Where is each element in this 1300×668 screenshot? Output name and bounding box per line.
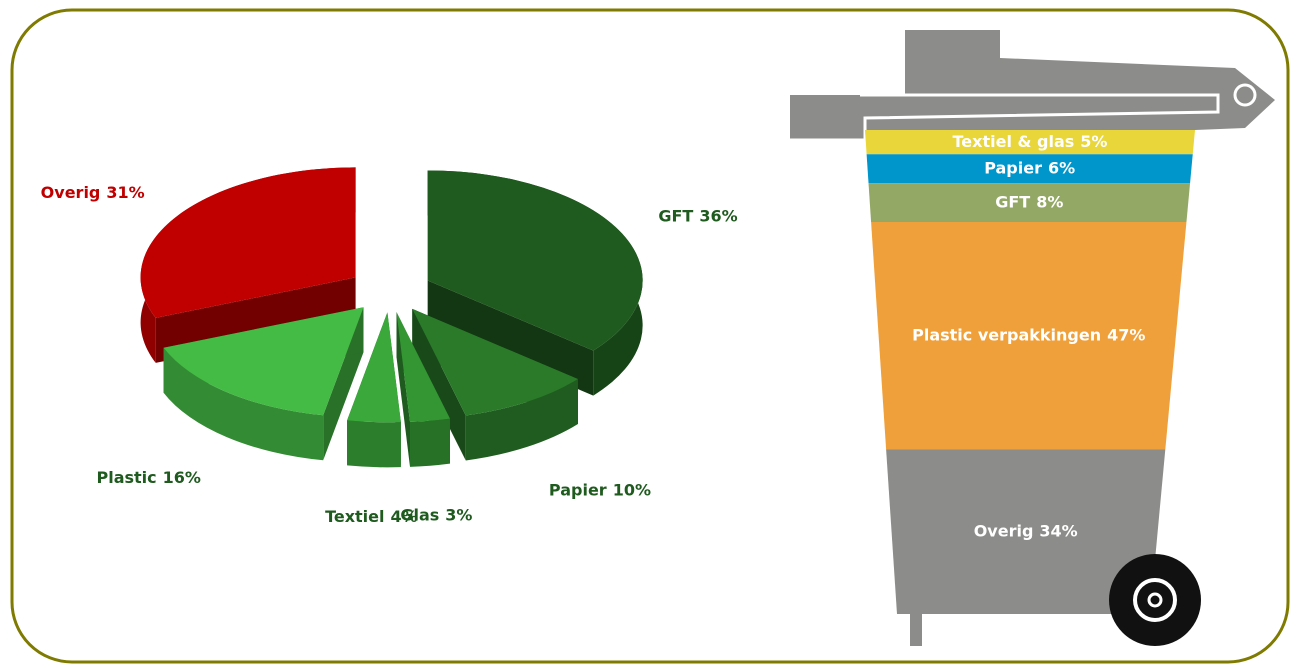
label-category: GFT	[658, 206, 693, 225]
bin-segment	[886, 449, 1166, 614]
label-category: Plastic	[96, 467, 156, 486]
label-value: 3%	[445, 505, 472, 524]
bin-segment	[868, 183, 1191, 222]
slice-label: GFT 36%	[658, 206, 737, 225]
bin-wheel	[1109, 554, 1201, 646]
pie-slice	[140, 167, 356, 318]
slice-label: Plastic 16%	[96, 467, 200, 486]
label-category: Papier	[984, 158, 1042, 177]
waste-bin: Textiel & glas 5% Papier 6% GFT 8% Plastic ver…	[790, 30, 1275, 646]
label-category: Plastic verpakkingen	[912, 325, 1101, 344]
lid-edge	[790, 93, 1220, 142]
slice-side	[410, 418, 450, 467]
bin-lid	[790, 30, 1275, 140]
label-value: 34%	[1039, 521, 1077, 540]
slice-label: Papier 10%	[549, 480, 651, 499]
slice-label: Glas 3%	[400, 505, 472, 524]
label-category: GFT	[995, 192, 1030, 211]
label-category: Overig	[41, 183, 101, 202]
label-value: 10%	[613, 480, 651, 499]
label-category: Overig	[974, 521, 1034, 540]
label-category: Textiel & glas	[953, 132, 1075, 151]
lid-hole	[1233, 83, 1257, 107]
label-value: 47%	[1107, 325, 1145, 344]
label-category: Textiel	[325, 507, 384, 526]
pie-slice	[163, 307, 364, 416]
label-value: 36%	[699, 206, 737, 225]
bin-segment	[865, 130, 1195, 155]
label-value: 16%	[163, 467, 201, 486]
pie-chart: GFT 36% Papier 10% Glas 3% Textiel 4% Plastic 16%…	[41, 167, 738, 526]
slice-label: Overig 34%	[974, 521, 1078, 540]
slice-wall	[412, 308, 466, 461]
wheel-hub	[1133, 578, 1177, 622]
label-value: 5%	[1080, 132, 1107, 151]
pie-slice	[427, 170, 643, 351]
slice-side	[347, 420, 401, 468]
bin-segment	[866, 154, 1193, 184]
slice-wall	[396, 312, 411, 467]
slice-label: Textiel 4%	[325, 507, 418, 526]
label-category: Glas	[400, 505, 439, 524]
label-value: 4%	[391, 507, 418, 526]
slice-side	[465, 379, 578, 461]
slice-label: Textiel & glas 5%	[953, 132, 1108, 151]
pie-slice	[412, 308, 578, 416]
wheel	[1109, 554, 1201, 646]
pie-slice	[347, 312, 401, 423]
pie-slice	[396, 312, 450, 422]
bin-leg	[910, 612, 922, 646]
label-value: 6%	[1048, 158, 1075, 177]
slice-label: GFT 8%	[995, 192, 1063, 211]
frame	[10, 8, 1290, 664]
wheel-axle	[1147, 592, 1163, 608]
slice-wall	[427, 280, 594, 396]
bin-segment	[871, 221, 1187, 450]
slice-label: Plastic verpakkingen 47%	[912, 325, 1145, 344]
slice-label: Overig 31%	[41, 183, 145, 202]
slice-label: Papier 6%	[984, 158, 1075, 177]
label-category: Papier	[549, 480, 607, 499]
slice-side	[163, 347, 324, 461]
label-value: 31%	[106, 183, 144, 202]
label-value: 8%	[1036, 192, 1063, 211]
